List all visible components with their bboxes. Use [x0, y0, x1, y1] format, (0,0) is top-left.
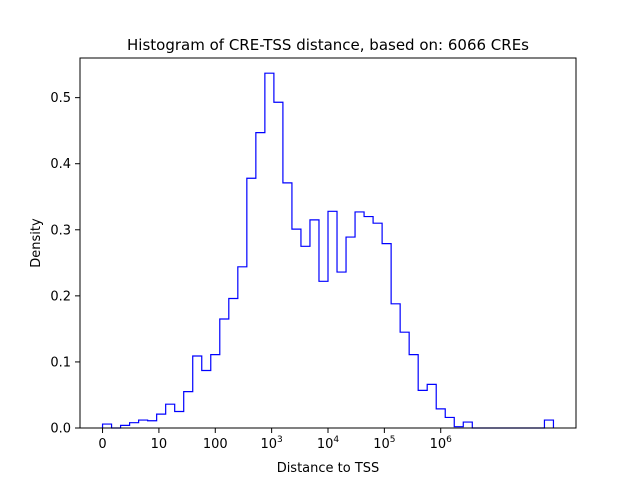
x-tick-label: 106	[430, 435, 453, 452]
histogram-step-outline	[101, 72, 555, 429]
x-axis-ticks: 0 10 100 103 104 105 106	[98, 428, 452, 452]
y-tick-label: 0.3	[50, 223, 71, 238]
x-tick-label: 104	[317, 435, 340, 452]
chart-title: Histogram of CRE-TSS distance, based on:…	[127, 36, 529, 54]
y-tick-label: 0.5	[50, 91, 71, 106]
y-tick-label: 0.1	[50, 355, 71, 370]
x-tick-label: 103	[260, 435, 282, 452]
y-axis-ticks: 0.0 0.1 0.2 0.3 0.4 0.5	[50, 91, 80, 437]
histogram-bars	[101, 72, 555, 429]
y-tick-label: 0.0	[50, 422, 71, 437]
y-tick-label: 0.2	[50, 289, 71, 304]
y-tick-label: 0.4	[50, 157, 71, 172]
x-tick-label: 100	[203, 437, 228, 452]
x-axis-title: Distance to TSS	[277, 461, 380, 476]
x-tick-label: 105	[373, 435, 395, 452]
y-axis-title: Density	[29, 218, 44, 268]
x-tick-label: 10	[151, 437, 168, 452]
x-tick-label: 0	[98, 437, 106, 452]
